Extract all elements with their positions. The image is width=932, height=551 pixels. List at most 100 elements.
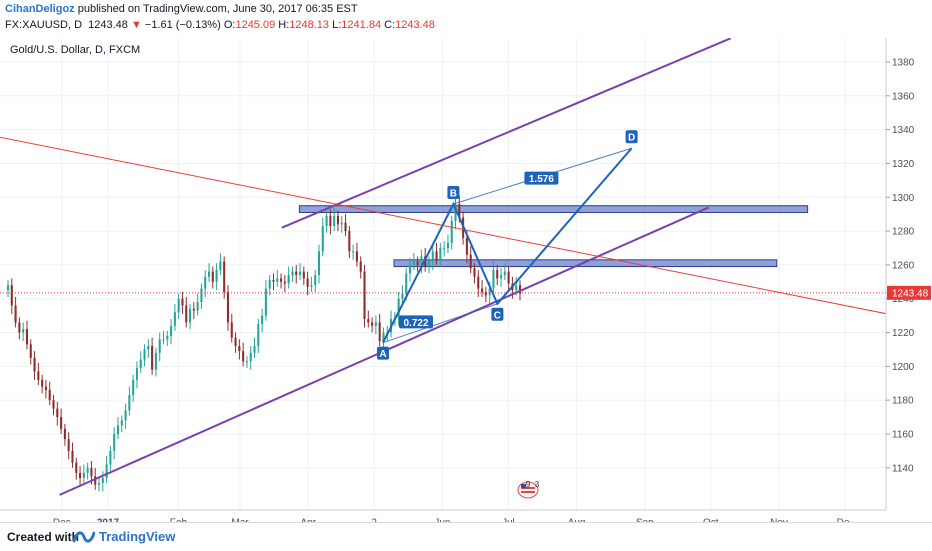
candle-body	[481, 288, 484, 292]
price-tick-label: 1200	[892, 362, 915, 373]
candle	[291, 266, 294, 282]
candle-body	[405, 273, 408, 294]
candle-body	[97, 483, 101, 485]
candle	[33, 351, 36, 380]
candle	[268, 275, 271, 296]
candle-body	[139, 359, 142, 369]
candle-body	[264, 288, 267, 316]
candle-body	[75, 462, 78, 473]
candle	[230, 313, 233, 343]
red-trendline[interactable]	[0, 136, 905, 318]
ratio-badge[interactable]	[524, 171, 559, 185]
candle-body	[492, 269, 495, 289]
candle-body	[63, 428, 66, 440]
candle	[60, 408, 63, 434]
candle	[41, 374, 44, 394]
candle	[344, 214, 347, 237]
time-tick-label: Jul	[502, 517, 515, 522]
event-count: 9	[526, 480, 531, 489]
candle	[280, 273, 283, 289]
candle-body	[234, 337, 237, 347]
resistance-zone[interactable]	[298, 205, 809, 213]
time-tick-label: Sep	[636, 517, 654, 522]
candle-body	[79, 472, 82, 478]
pattern-point-c[interactable]	[491, 307, 504, 321]
flag-icon[interactable]	[517, 481, 539, 499]
candle	[249, 346, 252, 370]
candle	[79, 466, 82, 487]
pattern-point-d[interactable]	[625, 130, 638, 144]
tradingview-brand[interactable]: TradingView	[99, 529, 176, 544]
harmonic-pattern-path[interactable]	[382, 147, 633, 344]
candle-body	[223, 261, 226, 292]
candle-body	[151, 346, 154, 370]
candle	[82, 464, 85, 484]
candle-body	[10, 285, 13, 306]
time-tick-label: De	[837, 517, 850, 522]
candle	[310, 276, 313, 292]
pattern-point-b[interactable]	[447, 186, 460, 200]
candle	[226, 285, 230, 331]
candle-body	[443, 247, 446, 249]
candle	[238, 339, 241, 360]
candle	[52, 395, 55, 416]
candle-body	[295, 271, 298, 276]
candle-body	[116, 425, 120, 434]
candle	[450, 215, 453, 250]
candle	[401, 285, 404, 304]
candle	[181, 291, 184, 314]
candle	[6, 280, 10, 298]
candle-body	[420, 256, 423, 265]
candle	[109, 445, 112, 472]
ratio-badge[interactable]	[399, 315, 433, 329]
candle	[22, 322, 25, 341]
created-with-text: Created with	[7, 530, 80, 544]
candle	[25, 320, 29, 350]
candle-body	[340, 222, 343, 225]
candle-body	[325, 215, 328, 226]
candle-body	[177, 298, 180, 313]
candle-body	[185, 305, 188, 323]
open-value: 1245.09	[235, 19, 276, 31]
candle-body	[56, 408, 59, 418]
candle	[261, 308, 264, 333]
candle-body	[355, 251, 358, 262]
candle-body	[86, 467, 89, 473]
candle	[496, 264, 499, 286]
candle-body	[192, 308, 195, 311]
price-tick-label: 1180	[892, 396, 914, 407]
low-label: L:	[332, 19, 342, 31]
chart-title: Gold/U.S. Dollar, D, FXCM	[10, 44, 140, 56]
candle-body	[283, 281, 286, 284]
candle	[185, 297, 188, 328]
candle-body	[450, 220, 453, 243]
price-chart[interactable]: A B C D 0.722 1.576 93 1140 1160 1180 1200 1220 124…	[0, 38, 932, 522]
candle-body	[6, 285, 10, 291]
last-price-badge[interactable]	[887, 285, 931, 300]
author-link[interactable]: CihanDeligoz	[5, 3, 75, 15]
candle-body	[348, 231, 351, 252]
candle	[287, 266, 290, 289]
candle	[371, 317, 374, 333]
candle-body	[170, 325, 173, 336]
event-count: 3	[535, 480, 540, 489]
symbol-info: FX:XAUUSD, D 1243.48 ▼ −1.61 (−0.13%) O:…	[5, 19, 435, 31]
candle	[484, 286, 487, 303]
candle-body	[298, 271, 302, 276]
time-tick-label: 2	[371, 517, 377, 522]
candle-body	[261, 315, 264, 325]
candle	[18, 317, 21, 340]
candle-body	[200, 288, 203, 303]
channel-upper-line[interactable]	[281, 38, 731, 229]
support-zone[interactable]	[393, 259, 778, 268]
tradingview-logo-icon[interactable]	[73, 529, 95, 545]
candle-body	[306, 278, 309, 287]
candle	[348, 226, 351, 259]
time-tick-label: Mar	[231, 517, 249, 522]
candle	[162, 330, 165, 345]
candle-body	[242, 351, 245, 362]
pattern-point-a[interactable]	[377, 346, 389, 360]
candle	[97, 477, 101, 492]
candle-body	[280, 278, 283, 282]
candle-body	[147, 346, 150, 350]
